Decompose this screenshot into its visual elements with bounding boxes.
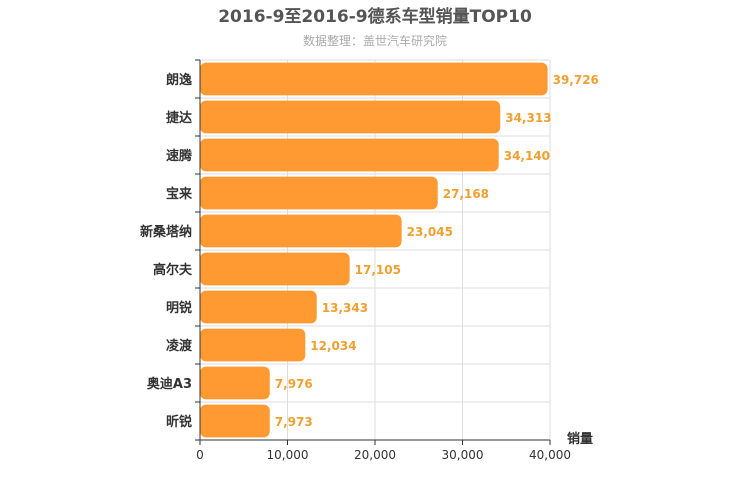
x-tick-label: 30,000 xyxy=(442,448,484,462)
bars: 39,726 34,313 34,140 27,168 23,045 17,105 13,3… xyxy=(200,62,599,438)
bar xyxy=(200,214,402,248)
bar xyxy=(200,252,350,286)
bar xyxy=(200,138,499,172)
data-label: 7,976 xyxy=(275,377,313,391)
data-label: 27,168 xyxy=(443,187,489,201)
data-label: 12,034 xyxy=(310,339,356,353)
data-label: 34,140 xyxy=(504,149,550,163)
data-label: 23,045 xyxy=(407,225,453,239)
bar xyxy=(200,404,270,438)
chart-subtitle: 数据整理：盖世汽车研究院 xyxy=(303,33,447,48)
category-label: 捷达 xyxy=(166,110,192,126)
category-label: 速腾 xyxy=(166,148,193,164)
data-label: 13,343 xyxy=(322,301,368,315)
bar xyxy=(200,62,548,96)
category-label: 昕锐 xyxy=(166,414,192,430)
x-axis-title: 销量 xyxy=(567,431,593,447)
category-label: 宝来 xyxy=(166,186,193,202)
category-label: 新桑塔纳 xyxy=(140,224,192,240)
data-label: 39,726 xyxy=(553,73,599,87)
data-label: 7,973 xyxy=(275,415,313,429)
x-tick-label: 0 xyxy=(196,448,204,462)
data-label: 17,105 xyxy=(355,263,401,277)
bar xyxy=(200,328,306,362)
category-label: 奥迪A3 xyxy=(147,376,192,392)
category-label: 明锐 xyxy=(166,300,192,316)
category-label: 朗逸 xyxy=(166,72,192,88)
x-tick-label: 40,000 xyxy=(529,448,571,462)
category-label: 高尔夫 xyxy=(153,262,193,278)
x-tick-label: 10,000 xyxy=(267,448,309,462)
data-label: 34,313 xyxy=(505,111,551,125)
bar xyxy=(200,366,270,400)
bar xyxy=(200,100,501,134)
bar xyxy=(200,290,317,324)
chart-title: 2016-9至2016-9德系车型销量TOP10 xyxy=(218,6,532,27)
category-label: 凌渡 xyxy=(166,338,193,354)
x-tick-label: 20,000 xyxy=(354,448,396,462)
grid-lines xyxy=(200,59,551,441)
bar xyxy=(200,176,438,210)
